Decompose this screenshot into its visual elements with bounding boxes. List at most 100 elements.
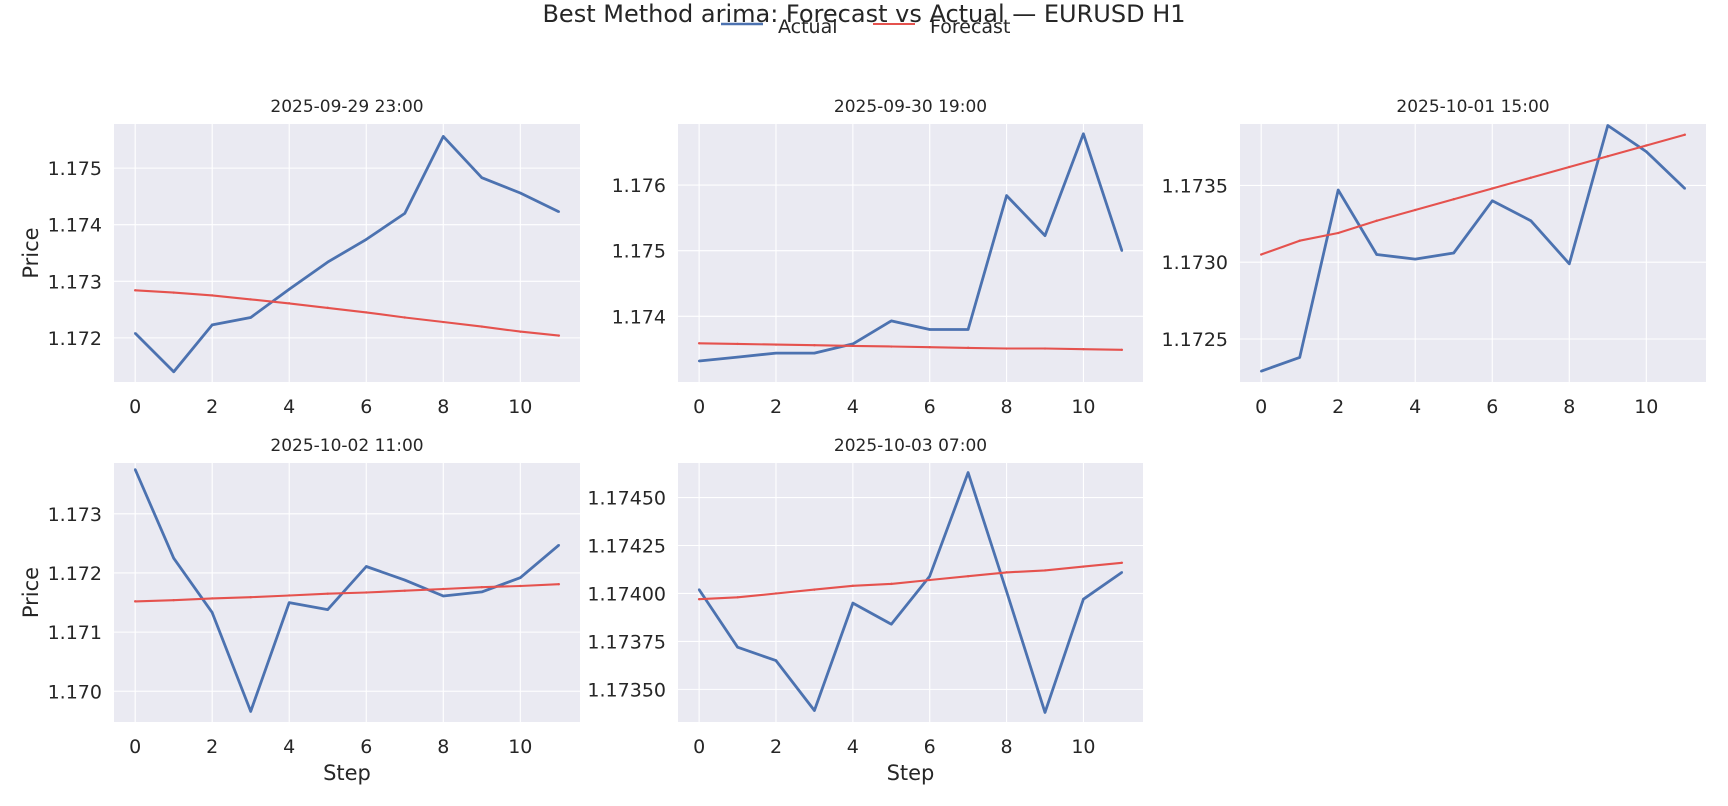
forecast-series-line bbox=[135, 583, 559, 603]
x-tick-label: 0 bbox=[693, 736, 705, 758]
y-tick-label: 1.17400 bbox=[587, 583, 666, 605]
y-tick-label: 1.17450 bbox=[587, 488, 666, 510]
actual-data-point bbox=[326, 608, 329, 611]
forecast-data-point bbox=[249, 596, 252, 599]
x-tick-label: 6 bbox=[360, 396, 372, 418]
forecast-data-point bbox=[365, 591, 368, 594]
x-tick-label: 4 bbox=[283, 736, 295, 758]
x-tick-label: 6 bbox=[1486, 396, 1498, 418]
forecast-data-point bbox=[249, 298, 252, 301]
x-tick-label: 0 bbox=[129, 736, 141, 758]
actual-data-point bbox=[890, 622, 893, 626]
forecast-data-point bbox=[851, 584, 855, 587]
x-tick-label: 2 bbox=[770, 396, 782, 418]
actual-data-point bbox=[211, 611, 214, 614]
forecast-series-line bbox=[1260, 133, 1686, 256]
forecast-data-point bbox=[1683, 133, 1687, 136]
actual-data-point bbox=[851, 342, 855, 346]
actual-data-point bbox=[557, 543, 561, 547]
legend: Actual Forecast bbox=[721, 16, 1010, 38]
actual-data-point bbox=[1414, 257, 1417, 261]
forecast-data-point bbox=[774, 592, 778, 595]
forecast-data-point bbox=[966, 346, 970, 350]
forecast-data-point bbox=[1452, 198, 1455, 201]
y-tick-label: 1.17350 bbox=[587, 679, 666, 701]
y-tick-label: 1.175 bbox=[48, 158, 102, 180]
actual-data-point bbox=[697, 359, 701, 363]
actual-data-point bbox=[851, 601, 855, 605]
actual-data-point bbox=[1298, 356, 1301, 359]
forecast-data-point bbox=[442, 587, 445, 591]
forecast-data-point bbox=[1375, 219, 1378, 222]
subplot-4: 0 2 4 6 8 10 1.170 1.171 1.172 1.173 2025-10-02 11… bbox=[19, 436, 580, 785]
actual-data-point bbox=[1120, 249, 1124, 252]
x-tick-label: 0 bbox=[129, 396, 141, 418]
y-tick-label: 1.172 bbox=[48, 328, 102, 350]
actual-data-point bbox=[172, 370, 175, 374]
forecast-data-point bbox=[288, 302, 291, 305]
actual-data-point bbox=[736, 355, 739, 359]
forecast-series-line bbox=[699, 561, 1123, 601]
x-tick-label: 6 bbox=[924, 396, 936, 418]
x-tick-label: 10 bbox=[508, 396, 532, 418]
forecast-data-point bbox=[1120, 561, 1124, 564]
actual-data-point bbox=[249, 710, 252, 713]
plot-area bbox=[678, 124, 1143, 382]
forecast-data-point bbox=[133, 289, 137, 292]
x-tick-label: 8 bbox=[1563, 396, 1575, 418]
actual-data-point bbox=[249, 316, 252, 319]
forecast-series-line bbox=[135, 289, 559, 337]
actual-data-point bbox=[1082, 132, 1085, 136]
forecast-data-point bbox=[557, 583, 561, 586]
forecast-data-point bbox=[288, 594, 291, 597]
plot-area bbox=[678, 463, 1143, 722]
y-tick-label: 1.175 bbox=[612, 241, 666, 263]
legend-forecast-label: Forecast bbox=[930, 16, 1010, 38]
actual-data-point bbox=[813, 709, 816, 712]
actual-data-point bbox=[1375, 253, 1378, 256]
forecast-data-point bbox=[480, 585, 483, 589]
forecast-data-point bbox=[326, 592, 329, 595]
forecast-data-point bbox=[1606, 155, 1609, 158]
forecast-data-point bbox=[890, 582, 893, 586]
forecast-data-point bbox=[928, 346, 931, 349]
subplot-title: 2025-09-30 19:00 bbox=[834, 97, 987, 117]
x-axis-label: Step bbox=[323, 761, 371, 785]
actual-data-point bbox=[519, 576, 522, 579]
y-tick-label: 1.174 bbox=[612, 306, 666, 328]
x-tick-label: 6 bbox=[924, 736, 936, 758]
y-tick-label: 1.1730 bbox=[1162, 252, 1228, 274]
forecast-data-point bbox=[211, 597, 214, 600]
forecast-data-point bbox=[326, 306, 329, 310]
x-tick-label: 4 bbox=[1409, 396, 1421, 418]
forecast-data-point bbox=[172, 291, 175, 294]
forecast-data-point bbox=[365, 311, 368, 314]
actual-data-point bbox=[1452, 251, 1455, 255]
actual-data-point bbox=[172, 557, 175, 560]
actual-data-point bbox=[1491, 199, 1494, 202]
y-tick-label: 1.171 bbox=[48, 622, 102, 644]
forecast-data-point bbox=[1298, 239, 1301, 242]
forecast-data-point bbox=[697, 342, 701, 345]
actual-data-point bbox=[403, 212, 406, 215]
actual-data-point bbox=[1645, 150, 1648, 153]
x-tick-label: 8 bbox=[1001, 396, 1013, 418]
forecast-data-point bbox=[557, 334, 561, 337]
actual-data-point bbox=[736, 645, 739, 649]
actual-data-point bbox=[1606, 124, 1609, 127]
actual-data-point bbox=[966, 471, 970, 474]
actual-data-point bbox=[966, 328, 970, 331]
actual-data-point bbox=[1529, 219, 1532, 222]
actual-data-point bbox=[403, 578, 406, 582]
actual-data-point bbox=[1043, 711, 1047, 714]
forecast-data-point bbox=[1414, 208, 1417, 212]
actual-series-line bbox=[134, 134, 560, 374]
actual-data-point bbox=[697, 588, 701, 591]
legend-actual-label: Actual bbox=[778, 16, 838, 38]
x-axis-label: Step bbox=[887, 761, 935, 785]
actual-data-point bbox=[1082, 598, 1085, 601]
actual-data-point bbox=[365, 565, 368, 568]
forecast-data-point bbox=[133, 600, 137, 603]
forecast-data-point bbox=[890, 345, 893, 348]
